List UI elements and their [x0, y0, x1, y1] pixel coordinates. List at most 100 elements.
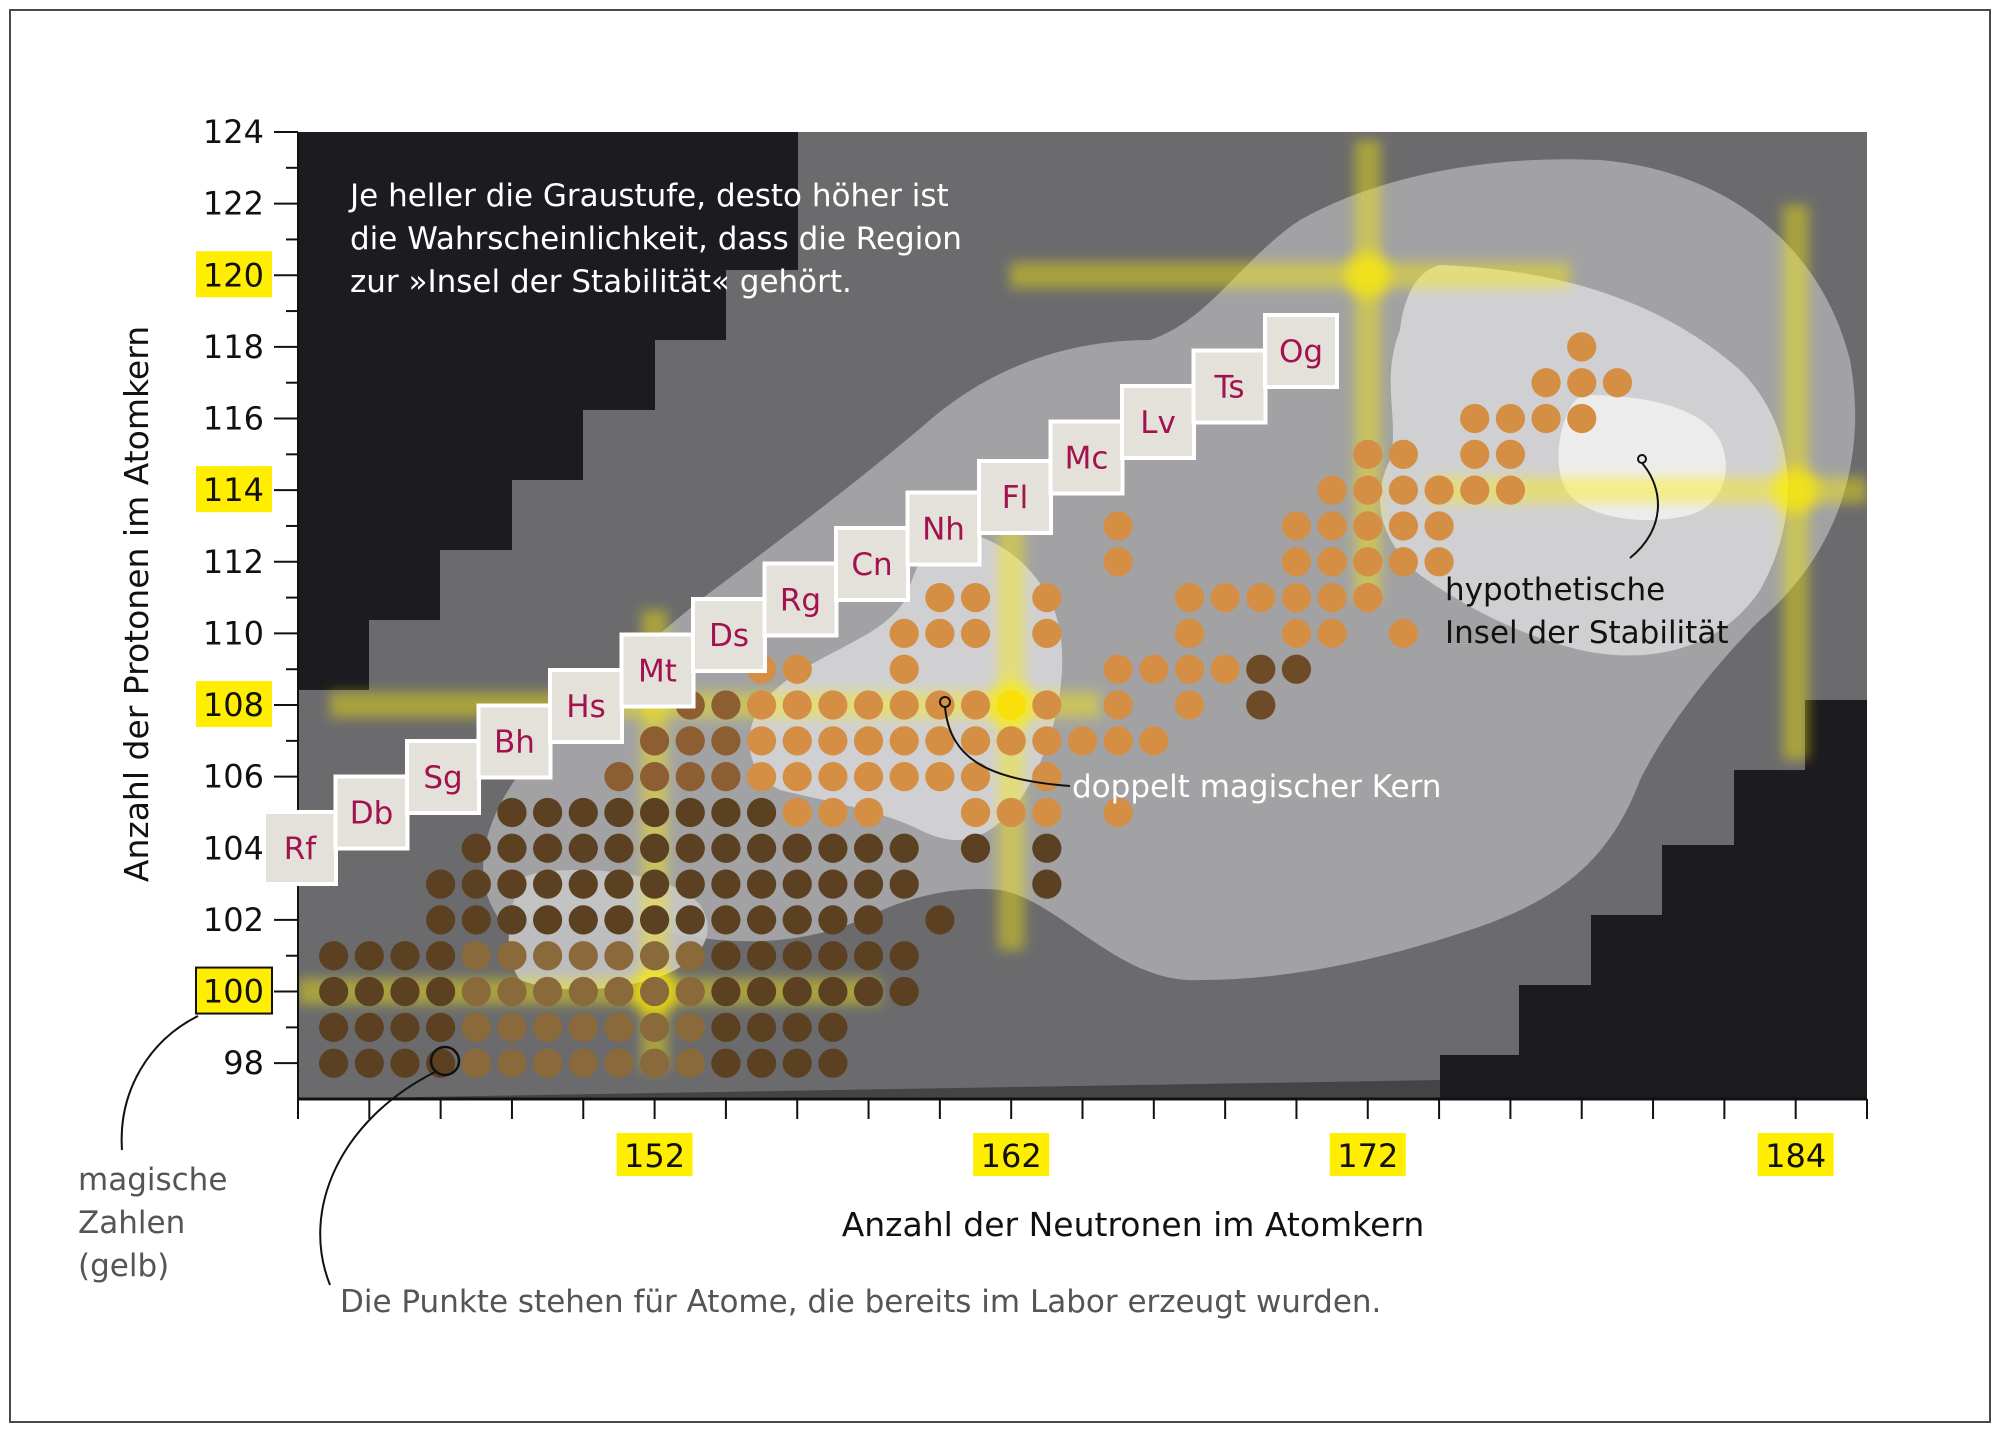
element-symbol-Ds: Ds — [709, 618, 749, 654]
atom-dot-z104-n156 — [782, 833, 812, 863]
atom-dot-z113-n165 — [1103, 511, 1133, 541]
y-magic-highlight-120 — [196, 251, 272, 298]
atom-dot-z111-n160 — [925, 582, 955, 613]
atom-dot-z115-n173 — [1388, 439, 1419, 469]
atom-dot-z104-n163 — [1032, 833, 1062, 863]
x-axis-label: Anzahl der Neutronen im Atomkern — [842, 1205, 1425, 1244]
atom-dot-z114-n171 — [1317, 475, 1347, 505]
atom-dot-z110-n161 — [960, 618, 991, 649]
y-tick-label-120: 120 — [203, 256, 264, 294]
atom-dot-z104-n147 — [461, 833, 491, 863]
atom-dot-z100-n152 — [639, 976, 670, 1007]
atom-dot-z114-n175 — [1460, 475, 1490, 505]
atom-dot-z105-n162 — [996, 797, 1026, 828]
plot-area — [298, 132, 1867, 1099]
element-box-bg-Hs — [548, 668, 624, 744]
atom-dot-z100-n154 — [711, 976, 741, 1007]
element-box-bg-Rf — [262, 810, 338, 886]
y-tick-label-group-108: 108 — [196, 681, 272, 728]
element-box-Ds: Ds — [691, 597, 767, 673]
element-box-Nh: Nh — [905, 490, 982, 567]
atom-dot-z102-n146 — [426, 905, 456, 935]
element-symbol-Nh: Nh — [922, 512, 965, 548]
atom-dot-z98-n149 — [532, 1048, 563, 1078]
atom-dot-z102-n153 — [675, 905, 705, 935]
atom-dot-z104-n158 — [853, 833, 884, 863]
atom-dot-z106-n153 — [675, 762, 705, 792]
magic-crossing-184-114 — [1771, 466, 1820, 515]
atom-dot-z111-n163 — [1032, 582, 1062, 613]
atom-dot-z113-n174 — [1424, 511, 1454, 541]
atom-dot-z101-n156 — [782, 941, 812, 971]
atom-dot-z106-n159 — [889, 762, 919, 792]
element-box-bg-Bh — [476, 703, 553, 780]
x-tick-label-152: 152 — [624, 1137, 685, 1175]
atom-dot-z108-n154 — [711, 690, 741, 720]
atom-dot-z108-n165 — [1103, 690, 1133, 720]
atom-dot-z107-n155 — [746, 726, 777, 756]
atom-dot-z98-n154 — [711, 1048, 741, 1078]
y-tick-label-112: 112 — [203, 543, 264, 581]
atom-dot-z103-n151 — [604, 869, 634, 899]
atom-dot-z105-n149 — [532, 797, 563, 828]
atom-dot-z112-n174 — [1424, 547, 1454, 577]
atom-dot-z113-n171 — [1317, 511, 1347, 541]
atom-dot-z98-n153 — [675, 1048, 705, 1078]
magic-numbers-annotation: magische Zahlen (gelb) — [78, 1015, 227, 1284]
element-box-Rf: Rf — [262, 810, 338, 886]
y-tick-label-group-114: 114 — [196, 466, 272, 513]
y-magic-highlight-114 — [196, 466, 272, 513]
atom-dot-z113-n170 — [1281, 511, 1312, 541]
atom-dot-z100-n148 — [497, 976, 527, 1007]
atom-dot-z116-n175 — [1460, 403, 1490, 434]
atom-dot-z117-n178 — [1567, 368, 1597, 398]
atom-dot-z117-n177 — [1531, 368, 1561, 398]
x-tick-label-184: 184 — [1765, 1137, 1826, 1175]
atom-dot-z106-n161 — [960, 762, 991, 792]
atom-dot-z101-n158 — [853, 941, 884, 971]
atom-dot-z105-n148 — [497, 797, 527, 828]
atom-dot-z102-n149 — [532, 905, 563, 935]
atom-dot-z112-n171 — [1317, 547, 1347, 577]
element-box-bg-Og — [1263, 313, 1339, 389]
atom-dots — [319, 332, 1633, 1078]
doubly-magic-annotation: doppelt magischer Kern — [939, 696, 1441, 805]
atom-dot-z107-n153 — [675, 726, 705, 756]
dots-marker — [429, 1045, 461, 1077]
atom-dot-z107-n161 — [960, 726, 991, 756]
element-box-Sg: Sg — [405, 739, 481, 815]
atom-dot-z104-n161 — [960, 833, 991, 863]
element-box-bg-Mt — [619, 632, 696, 709]
y-tick-label-group-112: 112 — [203, 543, 264, 581]
atom-dot-z99-n155 — [746, 1012, 777, 1042]
y-tick-label-122: 122 — [203, 185, 264, 223]
atom-dot-z101-n152 — [639, 941, 670, 971]
atom-dot-z114-n174 — [1424, 475, 1454, 505]
atom-dot-z109-n167 — [1174, 654, 1205, 684]
atom-dot-z100-n144 — [354, 976, 384, 1007]
atom-dot-z109-n168 — [1210, 654, 1240, 684]
atom-dot-z105-n156 — [782, 797, 812, 828]
doubly-magic-leader — [944, 706, 1071, 787]
atom-dot-z103-n158 — [853, 869, 884, 899]
atom-dot-z107-n164 — [1067, 726, 1098, 756]
atom-dot-z107-n166 — [1139, 726, 1169, 756]
atom-dot-z98-n145 — [390, 1048, 420, 1078]
atom-dot-z118-n178 — [1567, 332, 1597, 362]
atom-dot-z101-n148 — [497, 941, 527, 971]
element-box-bg-Lv — [1120, 384, 1196, 460]
atom-dot-z99-n154 — [711, 1012, 741, 1042]
atom-dot-z99-n147 — [461, 1012, 491, 1042]
corner-top-left — [298, 132, 798, 690]
element-boxes: Rf Db Sg Bh Hs Mt Ds Rg Cn Nh Fl Mc Lv Ts Og — [262, 313, 1339, 886]
atom-dot-z102-n156 — [782, 905, 812, 935]
element-symbol-Hs: Hs — [566, 689, 605, 725]
atom-dot-z100-n149 — [532, 976, 563, 1007]
atom-dot-z107-n159 — [889, 726, 919, 756]
magic-leader — [120, 1015, 199, 1151]
y-tick-label-118: 118 — [203, 328, 264, 366]
y-magic-highlight-108 — [196, 681, 272, 728]
atom-dot-z110-n160 — [925, 618, 955, 649]
atom-dot-z101-n155 — [746, 941, 777, 971]
